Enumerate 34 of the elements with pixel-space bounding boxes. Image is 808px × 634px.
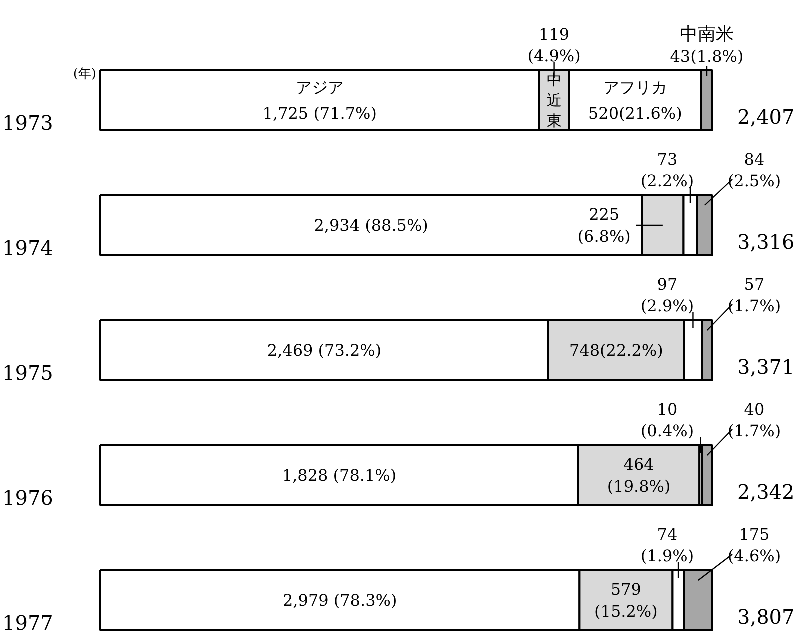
data-label: 520(21.6%) [588,104,682,123]
data-label: 579 (15.2%) [594,580,658,621]
y-axis-title: (年) [73,67,97,82]
data-label: 57 (1.7%) [728,274,782,316]
y-tick-label: 1976 [2,486,54,510]
data-label: 97 (2.9%) [640,274,694,316]
data-label: 84 (2.5%) [728,150,782,191]
text: 3,316 [738,230,795,254]
series-label: アフリカ [603,78,668,97]
data-label: 464 (19.8%) [607,455,671,496]
y-tick-label: 1977 [2,611,54,634]
data-label: 2,934 (88.5%) [314,216,428,235]
data-label: 10 (0.4%) [640,400,694,441]
data-label: 2,469 (73.2%) [267,341,382,360]
series-label: 中南米 [680,24,734,45]
data-label: 119 (4.9%) [528,24,581,66]
text: 2,342 [738,480,795,504]
data-label: 748(22.2%) [569,341,664,360]
text: 2,407 [738,105,795,129]
series-label: アジア [296,78,344,97]
data-label: 175 (4.6%) [728,524,782,566]
text: 3,371 [738,355,795,379]
data-label: 225 (6.8%) [578,205,631,246]
data-label: 43(1.8%) [670,47,744,66]
y-tick-label: 1975 [2,361,54,385]
data-label: 1,828 (78.1%) [282,466,397,485]
text: 3,807 [738,605,795,629]
data-label: 40 (1.7%) [728,400,782,441]
data-label: 2,979 (78.3%) [282,591,398,610]
data-label: 74 (1.9%) [640,524,694,566]
data-label: 1,725 (71.7%) [262,104,378,123]
y-tick-label: 1974 [2,236,54,260]
data-label: 73 (2.2%) [640,150,694,191]
y-tick-label: 1973 [2,111,54,135]
